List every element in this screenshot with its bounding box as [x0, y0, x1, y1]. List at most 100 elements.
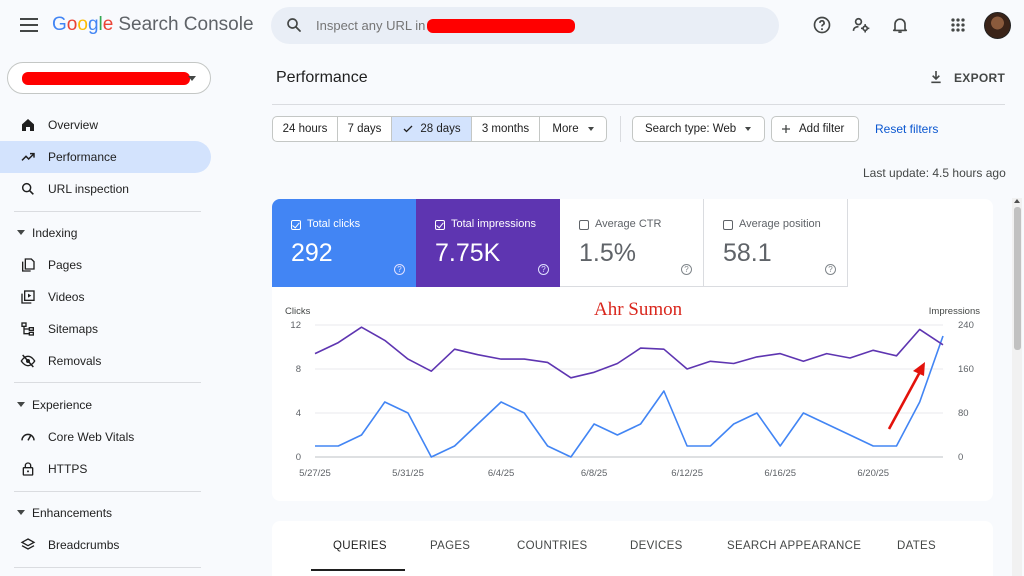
app-name: Search Console [118, 14, 254, 35]
help-icon[interactable]: ? [681, 264, 692, 275]
help-icon[interactable]: ? [394, 264, 405, 275]
last-update-text: Last update: 4.5 hours ago [863, 166, 1006, 180]
sidebar-item-removals[interactable]: Removals [0, 345, 211, 377]
sidebar-item-label: HTTPS [48, 462, 88, 476]
logo-letter: o [66, 14, 78, 35]
annotation-arrow [887, 362, 925, 430]
export-label: EXPORT [954, 71, 1006, 85]
sidebar-item-overview[interactable]: Overview [0, 109, 211, 141]
sidebar-item-sitemaps[interactable]: Sitemaps [0, 313, 211, 345]
date-range-24-hours[interactable]: 24 hours [273, 117, 338, 141]
metric-value: 7.75K [435, 239, 501, 267]
x-tick-label: 6/12/25 [671, 468, 703, 479]
home-icon [22, 119, 34, 131]
search-icon [21, 182, 34, 195]
search-type-filter[interactable]: Search type: Web [632, 116, 765, 142]
chevron-down-icon [745, 127, 752, 131]
sidebar-divider [14, 211, 201, 212]
sidebar-item-breadcrumbs[interactable]: Breadcrumbs [0, 529, 211, 561]
sidebar-section-experience[interactable]: Experience [0, 393, 211, 417]
left-axis-label: Clicks [285, 306, 311, 317]
account-avatar[interactable] [984, 12, 1011, 39]
sidebar-item-core-web-vitals[interactable]: Core Web Vitals [0, 421, 211, 453]
help-icon[interactable]: ? [538, 264, 549, 275]
left-tick-label: 0 [296, 452, 301, 463]
page-scrollbar[interactable] [1012, 198, 1022, 576]
logo-letter: g [87, 14, 99, 35]
x-tick-label: 6/4/25 [488, 468, 514, 479]
tab-pages[interactable]: PAGES [430, 540, 471, 552]
main-menu-icon[interactable] [18, 15, 40, 37]
series-line-impressions[interactable] [314, 326, 944, 379]
tab-devices[interactable]: DEVICES [630, 540, 683, 552]
metric-label: Total impressions [451, 218, 536, 230]
sidebar-item-label: Core Web Vitals [48, 430, 135, 444]
tab-search-appearance[interactable]: SEARCH APPEARANCE [727, 540, 862, 552]
section-label: Enhancements [32, 506, 113, 520]
sitemap-icon [21, 322, 34, 336]
performance-card: Total clicks 292 ? Total impressions 7.7… [272, 199, 993, 501]
redacted-property-url [427, 19, 575, 33]
date-range-28-days[interactable]: 28 days [392, 117, 472, 141]
sidebar-section-enhancements[interactable]: Enhancements [0, 501, 211, 525]
sidebar-item-performance[interactable]: Performance [0, 141, 211, 173]
watermark-text: Ahr Sumon [594, 299, 683, 320]
right-tick-label: 0 [958, 452, 963, 463]
tab-countries[interactable]: COUNTRIES [517, 540, 588, 552]
help-icon[interactable] [812, 15, 832, 35]
section-label: Indexing [32, 226, 78, 240]
search-type-label: Search type: Web [645, 123, 737, 135]
tab-dates[interactable]: DATES [897, 540, 936, 552]
page-title: Performance [276, 69, 368, 86]
date-range-label: 24 hours [282, 123, 328, 135]
help-icon[interactable]: ? [825, 264, 836, 275]
logo-letter: G [52, 14, 67, 35]
sidebar-item-pages[interactable]: Pages [0, 249, 211, 281]
date-range-3-months[interactable]: 3 months [472, 117, 540, 141]
x-tick-label: 6/8/25 [581, 468, 607, 479]
metric-value: 58.1 [723, 239, 772, 267]
date-range-7-days[interactable]: 7 days [338, 117, 392, 141]
download-icon [931, 71, 941, 84]
add-filter-button[interactable]: Add filter [771, 116, 859, 142]
sidebar-item-label: Performance [48, 150, 117, 164]
reset-filters-link[interactable]: Reset filters [875, 122, 939, 136]
left-tick-label: 12 [290, 320, 301, 331]
checkbox-checked-icon [435, 220, 445, 230]
header-divider [272, 104, 1005, 105]
url-inspect-search[interactable] [271, 7, 779, 44]
checkbox-unchecked-icon [579, 220, 589, 230]
manage-users-icon[interactable] [851, 15, 871, 35]
x-tick-label: 5/31/25 [392, 468, 424, 479]
sidebar-item-https[interactable]: HTTPS [0, 453, 211, 485]
sidebar-divider [14, 382, 201, 383]
checkbox-checked-icon [291, 220, 301, 230]
scrollbar-thumb[interactable] [1014, 207, 1021, 350]
date-range-more[interactable]: More [540, 117, 606, 141]
sidebar-item-label: Pages [48, 258, 83, 272]
sidebar-item-videos[interactable]: Videos [0, 281, 211, 313]
metric-total-impressions[interactable]: Total impressions 7.75K ? [416, 199, 560, 287]
scroll-up-arrow-icon[interactable] [1014, 199, 1020, 203]
redacted-property-name [22, 72, 190, 85]
metric-value: 292 [291, 239, 333, 267]
sidebar-item-url-inspection[interactable]: URL inspection [0, 173, 211, 205]
chevron-down-icon [587, 127, 594, 131]
logo-letter: e [102, 14, 114, 35]
checkbox-unchecked-icon [723, 220, 733, 230]
add-filter-label: Add filter [799, 123, 845, 135]
metric-total-clicks[interactable]: Total clicks 292 ? [272, 199, 416, 287]
metric-average-position[interactable]: Average position 58.1 ? [704, 199, 848, 287]
apps-grid-icon[interactable] [948, 15, 968, 35]
property-selector[interactable] [7, 62, 211, 94]
series-line-clicks[interactable] [315, 335, 944, 458]
trending-up-icon [21, 152, 35, 161]
app-logo[interactable]: Google Search Console [52, 14, 254, 36]
sidebar-item-label: Sitemaps [48, 322, 99, 336]
video-icon [21, 290, 35, 304]
sidebar-section-indexing[interactable]: Indexing [0, 221, 211, 245]
notifications-icon[interactable] [890, 15, 910, 35]
metric-label: Total clicks [307, 218, 361, 230]
tab-queries[interactable]: QUERIES [333, 540, 387, 552]
metric-average-ctr[interactable]: Average CTR 1.5% ? [560, 199, 704, 287]
